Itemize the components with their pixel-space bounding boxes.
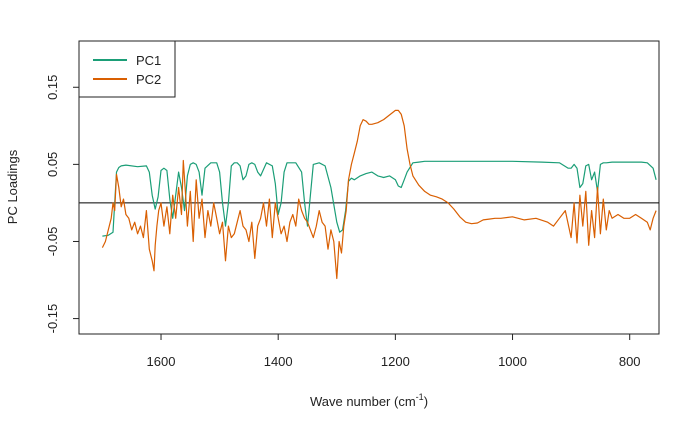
y-tick-label: -0.15 [45, 304, 60, 334]
x-tick-label: 1200 [381, 354, 410, 369]
legend-label-pc2: PC2 [136, 72, 161, 87]
x-axis-label-suffix: ) [424, 394, 428, 409]
y-axis: -0.15 -0.05 0.05 0.15 [45, 75, 80, 334]
x-tick-label: 800 [619, 354, 641, 369]
x-axis-label: Wave number (cm-1) [310, 392, 428, 409]
y-axis-label: PC Loadings [5, 149, 20, 224]
y-tick-label: 0.05 [45, 152, 60, 177]
x-axis: 1600 1400 1200 1000 800 [147, 333, 641, 369]
x-axis-label-superscript: -1 [416, 392, 424, 402]
y-tick-label: 0.15 [45, 75, 60, 100]
legend-box [78, 40, 176, 98]
x-tick-label: 1400 [264, 354, 293, 369]
series-line-pc1 [102, 160, 657, 237]
x-tick-label: 1600 [147, 354, 176, 369]
series-line-pc2 [101, 109, 657, 280]
x-tick-label: 1000 [498, 354, 527, 369]
x-axis-label-text: Wave number (cm [310, 394, 416, 409]
legend-label-pc1: PC1 [136, 53, 161, 68]
y-tick-label: -0.05 [45, 227, 60, 257]
plot-area [79, 109, 659, 280]
